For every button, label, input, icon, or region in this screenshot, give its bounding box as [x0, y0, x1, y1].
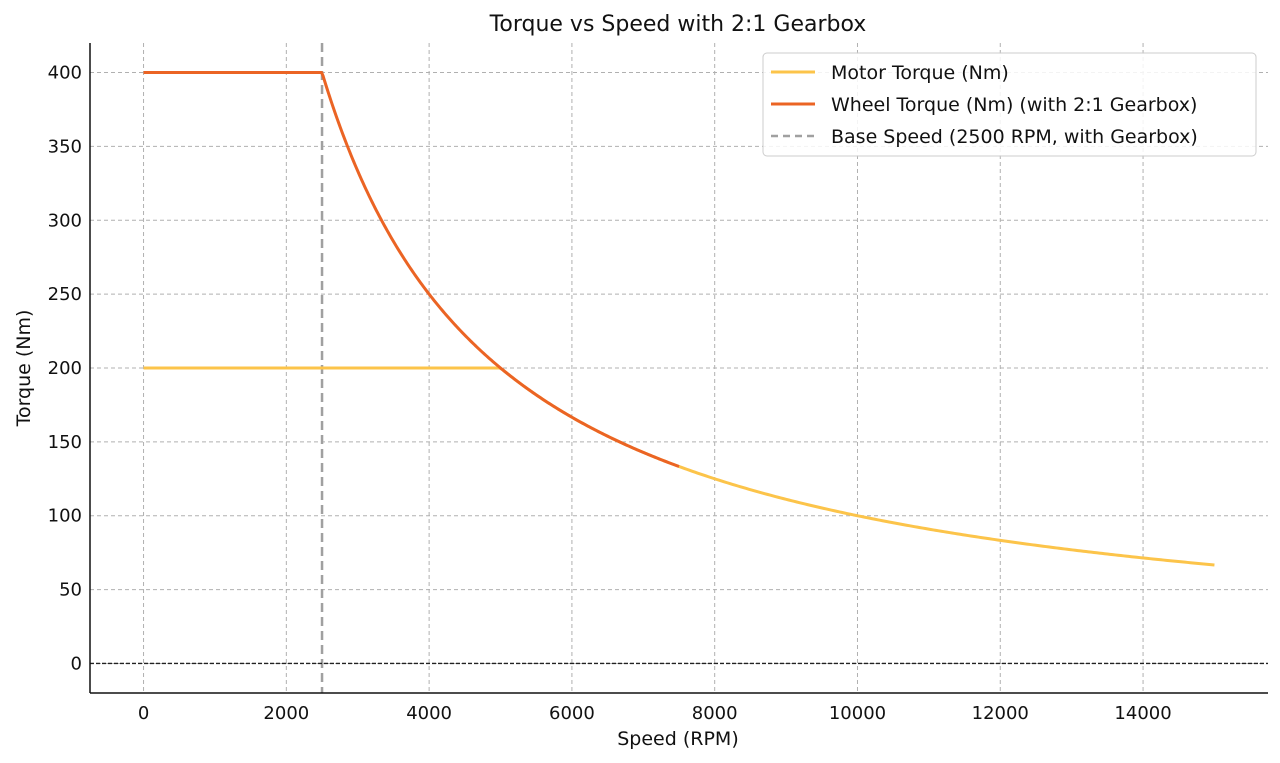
axes — [89, 43, 1268, 694]
series-line-motor-torque — [143, 366, 1215, 567]
series-lines — [143, 71, 1215, 567]
series-line-wheel-torque — [143, 71, 680, 468]
x-tick-label: 14000 — [1114, 703, 1171, 724]
y-tick-label: 100 — [48, 506, 82, 527]
x-tick-label: 10000 — [829, 703, 886, 724]
legend-label-motor-torque: Motor Torque (Nm) — [831, 62, 1009, 84]
y-axis-label: Torque (Nm) — [13, 310, 35, 428]
tick-labels: 0 2000 4000 6000 8000 10000 12000 14000 0 50 100 15… — [48, 63, 1172, 724]
x-tick-label: 8000 — [692, 703, 738, 724]
y-tick-label: 150 — [48, 432, 82, 453]
y-tick-label: 250 — [48, 284, 82, 305]
x-tick-label: 6000 — [549, 703, 595, 724]
legend-box — [762, 52, 1257, 157]
y-tick-label: 400 — [48, 63, 82, 84]
x-tick-label: 12000 — [972, 703, 1029, 724]
x-tick-label: 0 — [138, 703, 149, 724]
legend: Motor Torque (Nm) Wheel Torque (Nm) (with… — [762, 52, 1257, 157]
chart-title: Torque vs Speed with 2:1 Gearbox — [489, 12, 867, 37]
x-axis-label: Speed (RPM) — [617, 728, 738, 750]
legend-label-wheel-torque: Wheel Torque (Nm) (with 2:1 Gearbox) — [831, 94, 1197, 116]
x-tick-label: 4000 — [406, 703, 452, 724]
y-tick-label: 50 — [59, 580, 82, 601]
y-tick-label: 200 — [48, 358, 82, 379]
x-tick-label: 2000 — [263, 703, 309, 724]
y-tick-label: 300 — [48, 210, 82, 231]
y-tick-label: 0 — [71, 653, 82, 674]
legend-label-base-speed: Base Speed (2500 RPM, with Gearbox) — [831, 126, 1198, 148]
y-tick-label: 350 — [48, 136, 82, 157]
